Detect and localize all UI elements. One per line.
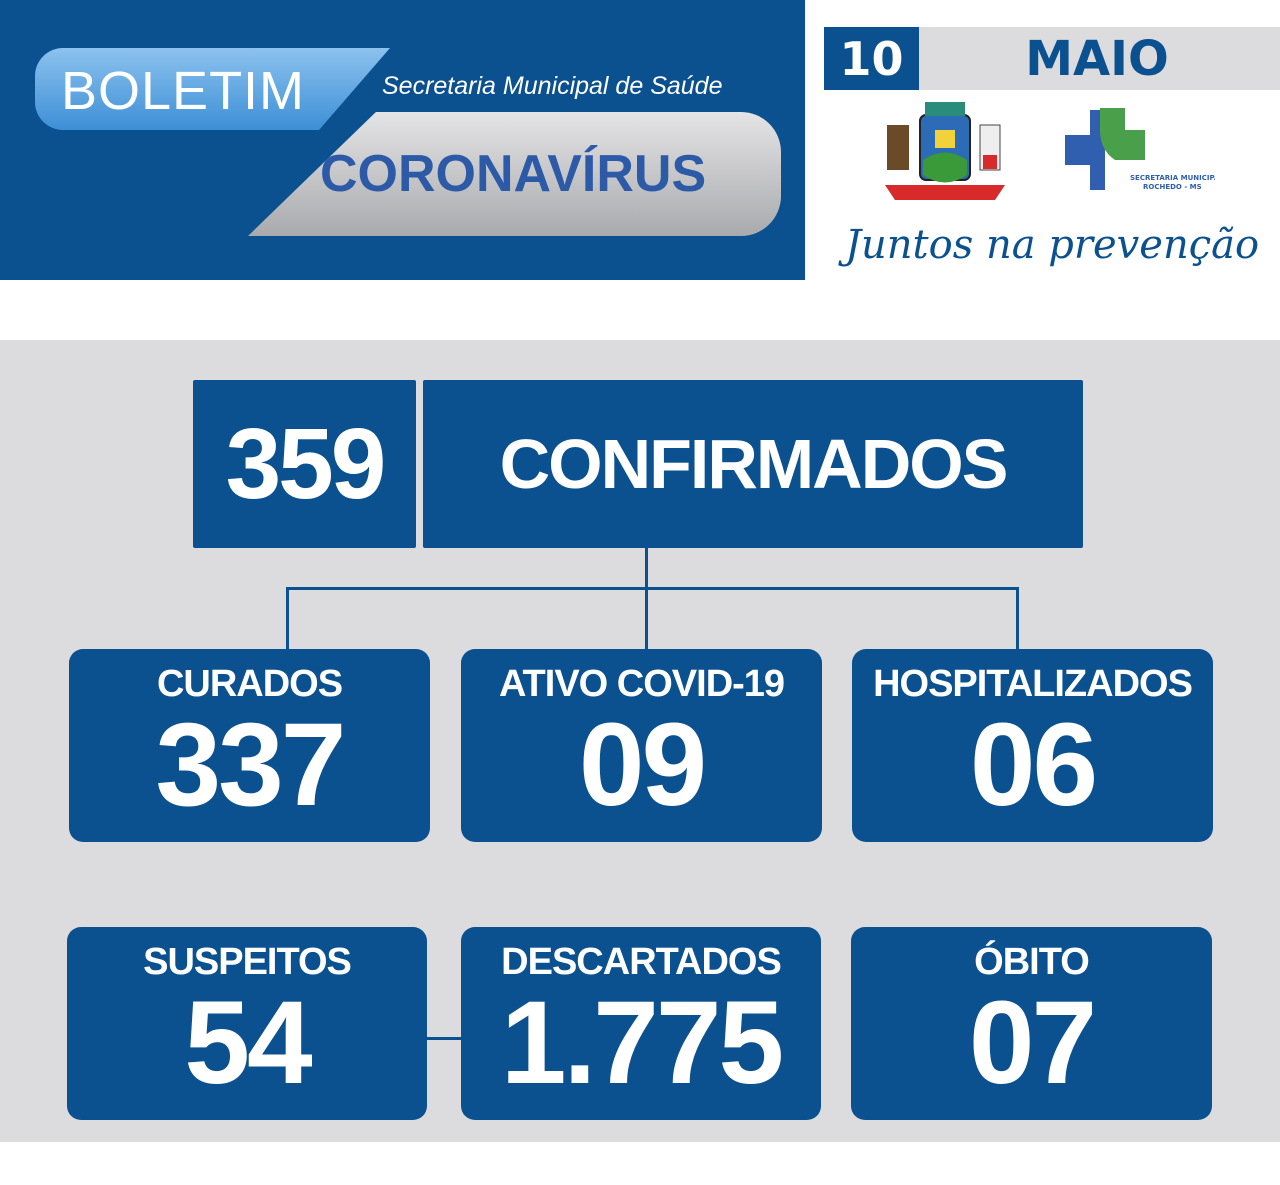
confirmed-label: CONFIRMADOS bbox=[423, 380, 1083, 548]
health-logo-text: SECRETARIA MUNICIPAL DE SAÚDE bbox=[1130, 173, 1215, 182]
connector-line bbox=[286, 587, 1019, 590]
slogan: Juntos na prevenção bbox=[845, 222, 1260, 268]
connector-line bbox=[645, 548, 648, 649]
stat-card-hospitalizados: HOSPITALIZADOS 06 bbox=[852, 649, 1213, 842]
connector-line bbox=[1016, 587, 1019, 649]
stat-card-descartados: DESCARTADOS 1.775 bbox=[461, 927, 821, 1120]
stat-card-curados: CURADOS 337 bbox=[69, 649, 430, 842]
coronavirus-badge: CORONAVÍRUS bbox=[248, 112, 781, 236]
logos: SECRETARIA MUNICIPAL DE SAÚDE ROCHEDO - … bbox=[885, 102, 1215, 200]
date-month: MAIO bbox=[919, 27, 1280, 90]
health-logo-subtext: ROCHEDO - MS bbox=[1143, 183, 1202, 191]
stat-card-ativo: ATIVO COVID-19 09 bbox=[461, 649, 822, 842]
confirmed-count: 359 bbox=[193, 380, 416, 548]
boletim-badge: BOLETIM bbox=[35, 48, 390, 130]
secretaria-title: Secretaria Municipal de Saúde bbox=[382, 72, 723, 100]
stat-card-obito: ÓBITO 07 bbox=[851, 927, 1212, 1120]
health-secretaria-logo: SECRETARIA MUNICIPAL DE SAÚDE ROCHEDO - … bbox=[1065, 108, 1215, 191]
rochedo-crest-logo bbox=[885, 102, 1005, 200]
connector-line bbox=[286, 587, 289, 649]
date-day: 10 bbox=[824, 27, 919, 90]
stat-card-suspeitos: SUSPEITOS 54 bbox=[67, 927, 427, 1120]
connector-line bbox=[427, 1037, 461, 1040]
